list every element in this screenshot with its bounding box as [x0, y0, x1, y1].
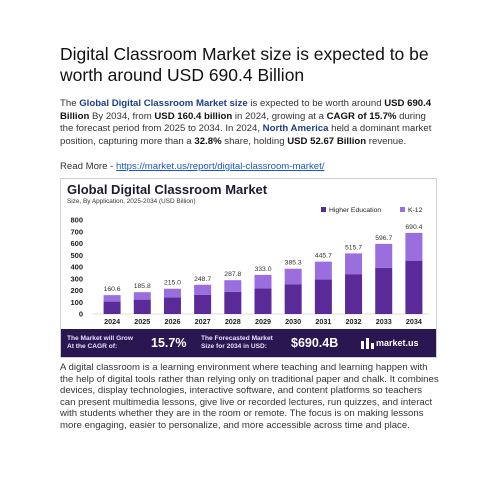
x-tick-label: 2034 — [406, 317, 422, 326]
y-tick-label: 100 — [70, 298, 83, 307]
bar-higher-education — [405, 260, 423, 314]
bar-k12 — [194, 284, 212, 295]
bar-k12 — [405, 232, 423, 261]
intro-highlight: USD 690.4 Billion — [60, 98, 432, 122]
market-us-logo-icon — [361, 338, 374, 349]
bar-data-label: 515.7 — [345, 244, 362, 251]
intro-highlight: Global Digital Classroom Market size — [79, 98, 248, 109]
y-tick-label: 0 — [79, 310, 83, 319]
bar-k12 — [224, 280, 242, 292]
bar-k12 — [284, 268, 302, 285]
bar-k12 — [375, 243, 393, 268]
y-tick-label: 500 — [70, 251, 83, 260]
market-bar-chart: 0 100 200 300 400 500 600 700 800 160.6 2024 185.8 2… — [70, 207, 429, 326]
bar-data-label: 248.7 — [194, 276, 211, 283]
bar-k12 — [345, 253, 363, 275]
intro-text: in 2024, growing at a — [232, 110, 327, 122]
cagr-label-line: The Market will Grow — [67, 335, 133, 342]
forecast-label-line: Size for 2034 in USD: — [201, 343, 267, 350]
forecast-label-line: The Forecasted Market — [201, 335, 273, 342]
intro-highlight: CAGR of 15.7% — [326, 110, 397, 122]
body-paragraph: A digital classroom is a learning enviro… — [60, 362, 439, 431]
cagr-label: The Market will Grow At the CAGR of: — [67, 335, 133, 351]
x-tick-label: 2028 — [225, 317, 241, 326]
y-tick-label: 800 — [70, 216, 83, 225]
intro-text: held a dominant market position, capturi… — [60, 123, 432, 147]
y-tick-label: 300 — [70, 274, 83, 283]
x-tick-label: 2029 — [255, 317, 271, 326]
forecast-value: $690.4B — [291, 336, 339, 350]
intro-text: revenue. — [366, 135, 407, 147]
x-tick-label: 2024 — [104, 317, 120, 326]
bar-data-label: 385.3 — [285, 260, 302, 267]
x-tick-label: 2025 — [134, 317, 150, 326]
bar-data-label: 287.8 — [224, 271, 241, 278]
bar-higher-education — [375, 267, 393, 314]
bar-higher-education — [163, 297, 181, 314]
intro-text: is expected to be worth around — [247, 98, 385, 109]
read-more-label: Read More - — [60, 161, 116, 172]
bar-data-label: 445.7 — [315, 253, 332, 260]
x-tick-label: 2027 — [195, 317, 211, 326]
bar-data-label: 596.7 — [375, 235, 392, 242]
bar-k12 — [254, 274, 272, 289]
bar-data-label: 690.4 — [405, 224, 422, 231]
bar-higher-education — [314, 279, 332, 314]
bar-higher-education — [345, 274, 363, 314]
intro-text: By 2034, from — [89, 110, 155, 122]
legend-swatch — [321, 207, 326, 212]
cagr-value: 15.7% — [151, 336, 187, 350]
bar-k12 — [133, 292, 151, 300]
x-tick-label: 2026 — [164, 317, 180, 326]
forecast-label: The Forecasted Market Size for 2034 in U… — [201, 335, 273, 351]
intro-paragraph: The Global Digital Classroom Market size… — [60, 98, 440, 148]
y-tick-label: 400 — [70, 263, 83, 272]
y-tick-label: 700 — [70, 227, 83, 236]
bar-higher-education — [133, 299, 151, 314]
x-tick-label: 2031 — [315, 317, 331, 326]
y-tick-label: 200 — [70, 286, 83, 295]
legend-label: K-12 — [408, 207, 423, 214]
legend-label: Higher Education — [329, 207, 381, 214]
brand-name: market.us — [376, 338, 419, 348]
bar-data-label: 333.0 — [254, 266, 271, 273]
infographic-title: Global Digital Classroom Market — [67, 182, 268, 197]
bar-higher-education — [103, 301, 121, 314]
intro-highlight: 32.8% — [194, 135, 222, 147]
bar-k12 — [103, 295, 121, 302]
bar-higher-education — [254, 288, 272, 314]
intro-text: share, holding — [221, 135, 288, 147]
x-tick-label: 2032 — [346, 317, 362, 326]
bar-k12 — [314, 261, 332, 280]
page-title: Digital Classroom Market size is expecte… — [60, 44, 429, 85]
market-infographic: Global Digital Classroom Market Size, By… — [60, 178, 437, 358]
bar-higher-education — [224, 291, 242, 314]
intro-text: during the forecast period from 2025 to … — [60, 110, 426, 135]
legend-swatch — [400, 207, 405, 212]
bar-data-label: 160.6 — [104, 286, 121, 293]
read-more-link[interactable]: https://market.us/report/digital-classro… — [115, 161, 325, 172]
x-tick-label: 2030 — [285, 317, 301, 326]
bar-data-label: 215.0 — [164, 280, 181, 287]
bar-data-label: 185.8 — [134, 283, 151, 290]
intro-text: The — [60, 98, 80, 109]
intro-highlight: USD 160.4 billion — [154, 110, 233, 122]
x-tick-label: 2033 — [376, 317, 392, 326]
intro-highlight: North America — [262, 123, 329, 135]
y-tick-label: 600 — [70, 239, 83, 248]
infographic-footer: The Market will Grow At the CAGR of: 15.… — [61, 329, 436, 357]
read-more: Read More - https://market.us/report/dig… — [60, 161, 440, 172]
bar-higher-education — [284, 284, 302, 314]
bar-higher-education — [194, 294, 212, 314]
intro-highlight: USD 52.67 Billion — [287, 135, 367, 147]
bar-k12 — [163, 288, 181, 298]
infographic-subtitle: Size, By Application, 2025-2034 (USD Bil… — [67, 198, 196, 205]
cagr-label-line: At the CAGR of: — [67, 343, 118, 350]
